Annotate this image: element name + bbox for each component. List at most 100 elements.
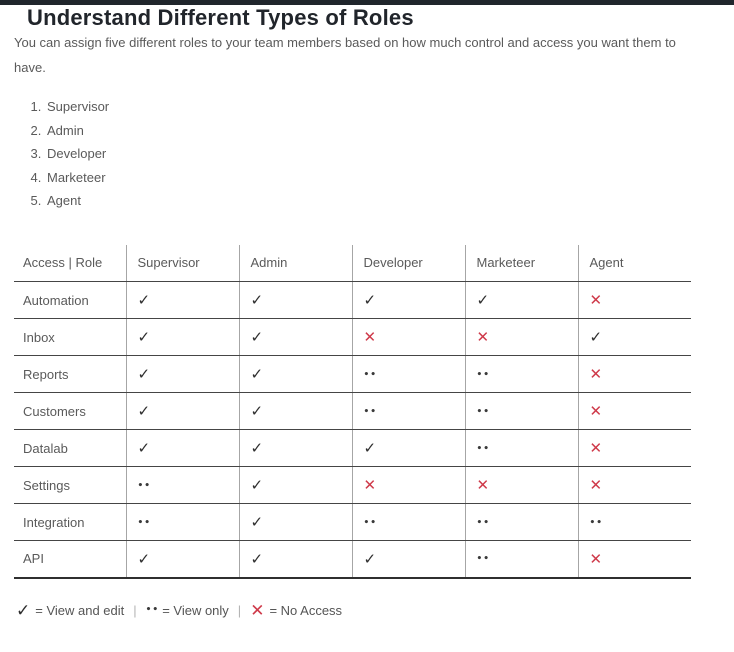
intro-paragraph: You can assign five different roles to y… xyxy=(14,35,676,75)
access-cell: ✓ xyxy=(125,281,239,319)
access-cell: ✓ xyxy=(238,281,352,319)
access-cell: ✓ xyxy=(125,540,239,579)
view-only-dots-icon: •• xyxy=(363,369,378,380)
cross-icon: ✕ xyxy=(250,600,265,621)
view-only-dots-icon: •• xyxy=(145,604,160,615)
access-cell: ✓ xyxy=(577,318,691,356)
table-row: Settings •• ✓ ✕ ✕ ✕ xyxy=(14,466,691,504)
view-only-dots-icon: •• xyxy=(363,406,378,417)
check-icon: ✓ xyxy=(16,600,31,621)
table-header-cell: Admin xyxy=(238,244,352,282)
legend-label: = View only xyxy=(162,603,229,618)
access-cell: ✓ xyxy=(351,281,465,319)
view-only-dots-icon: •• xyxy=(137,517,152,528)
view-only-dots-icon: •• xyxy=(363,517,378,528)
check-icon: ✓ xyxy=(250,328,264,346)
access-cell: •• xyxy=(464,429,578,467)
access-cell: ✓ xyxy=(464,281,578,319)
feature-label-cell: API xyxy=(14,540,126,579)
check-icon: ✓ xyxy=(137,291,151,309)
top-bar xyxy=(0,0,734,5)
check-icon: ✓ xyxy=(250,439,264,457)
cross-icon: ✕ xyxy=(589,402,603,420)
access-cell: •• xyxy=(577,503,691,541)
feature-label-cell: Customers xyxy=(14,392,126,430)
view-only-dots-icon: •• xyxy=(476,517,491,528)
table-row: Integration •• ✓ •• •• •• xyxy=(14,503,691,541)
check-icon: ✓ xyxy=(250,513,264,531)
access-cell: •• xyxy=(351,392,465,430)
access-cell: •• xyxy=(464,392,578,430)
cross-icon: ✕ xyxy=(589,476,603,494)
access-cell: ✕ xyxy=(577,355,691,393)
access-roles-table: Access | Role Supervisor Admin Developer Mar… xyxy=(14,244,691,579)
article: Understand Different Types of Roles You … xyxy=(0,7,734,621)
check-icon: ✓ xyxy=(250,365,264,383)
table-row: Customers ✓ ✓ •• •• ✕ xyxy=(14,392,691,430)
access-cell: ✓ xyxy=(238,318,352,356)
table-row: API ✓ ✓ ✓ •• ✕ xyxy=(14,540,691,579)
view-only-dots-icon: •• xyxy=(589,517,604,528)
feature-label-cell: Settings xyxy=(14,466,126,504)
view-only-dots-icon: •• xyxy=(476,554,491,565)
check-icon: ✓ xyxy=(589,328,603,346)
access-cell: ✓ xyxy=(238,503,352,541)
access-cell: ✕ xyxy=(577,540,691,579)
feature-label-cell: Datalab xyxy=(14,429,126,467)
legend-label: = View and edit xyxy=(35,603,125,618)
access-cell: ✓ xyxy=(125,429,239,467)
access-cell: ✕ xyxy=(464,466,578,504)
check-icon: ✓ xyxy=(250,291,264,309)
access-cell: •• xyxy=(464,540,578,579)
check-icon: ✓ xyxy=(363,291,377,309)
access-cell: ✓ xyxy=(238,392,352,430)
view-only-dots-icon: •• xyxy=(476,369,491,380)
check-icon: ✓ xyxy=(137,365,151,383)
access-cell: ✓ xyxy=(238,540,352,579)
roles-list-item: Agent xyxy=(45,189,720,213)
access-cell: ✕ xyxy=(351,466,465,504)
feature-label-cell: Automation xyxy=(14,281,126,319)
roles-list-item: Supervisor xyxy=(45,95,720,119)
feature-label-cell: Reports xyxy=(14,355,126,393)
access-cell: •• xyxy=(351,355,465,393)
roles-list-item: Developer xyxy=(45,142,720,166)
check-icon: ✓ xyxy=(250,402,264,420)
cross-icon: ✕ xyxy=(476,328,490,346)
access-cell: ✓ xyxy=(238,355,352,393)
access-cell: •• xyxy=(464,503,578,541)
check-icon: ✓ xyxy=(137,549,151,568)
table-header-cell: Access | Role xyxy=(14,244,126,282)
access-cell: ✓ xyxy=(125,355,239,393)
access-cell: ✕ xyxy=(577,281,691,319)
table-row: Automation ✓ ✓ ✓ ✓ ✕ xyxy=(14,281,691,319)
access-cell: ✕ xyxy=(577,466,691,504)
access-cell: ✕ xyxy=(577,392,691,430)
access-cell: ✓ xyxy=(125,318,239,356)
access-cell: ✓ xyxy=(238,429,352,467)
access-cell: ✓ xyxy=(238,466,352,504)
view-only-dots-icon: •• xyxy=(476,406,491,417)
access-cell: ✕ xyxy=(351,318,465,356)
check-icon: ✓ xyxy=(137,402,151,420)
access-cell: ✓ xyxy=(351,540,465,579)
check-icon: ✓ xyxy=(137,328,151,346)
table-row: Datalab ✓ ✓ ✓ •• ✕ xyxy=(14,429,691,467)
view-only-dots-icon: •• xyxy=(476,443,491,454)
table-header-row: Access | Role Supervisor Admin Developer Mar… xyxy=(14,244,691,282)
legend-separator: | xyxy=(133,603,137,618)
access-cell: ✓ xyxy=(125,392,239,430)
table-header-cell: Marketeer xyxy=(464,244,578,282)
access-cell: ✕ xyxy=(464,318,578,356)
view-only-dots-icon: •• xyxy=(137,480,152,491)
check-icon: ✓ xyxy=(250,549,264,568)
access-cell: •• xyxy=(464,355,578,393)
roles-list-item: Admin xyxy=(45,119,720,143)
feature-label-cell: Inbox xyxy=(14,318,126,356)
cross-icon: ✕ xyxy=(363,328,377,346)
table-header-cell: Developer xyxy=(351,244,465,282)
cross-icon: ✕ xyxy=(589,291,603,309)
access-cell: •• xyxy=(351,503,465,541)
legend: ✓ = View and edit | •• = View only | ✕ = No Acc… xyxy=(14,601,720,621)
